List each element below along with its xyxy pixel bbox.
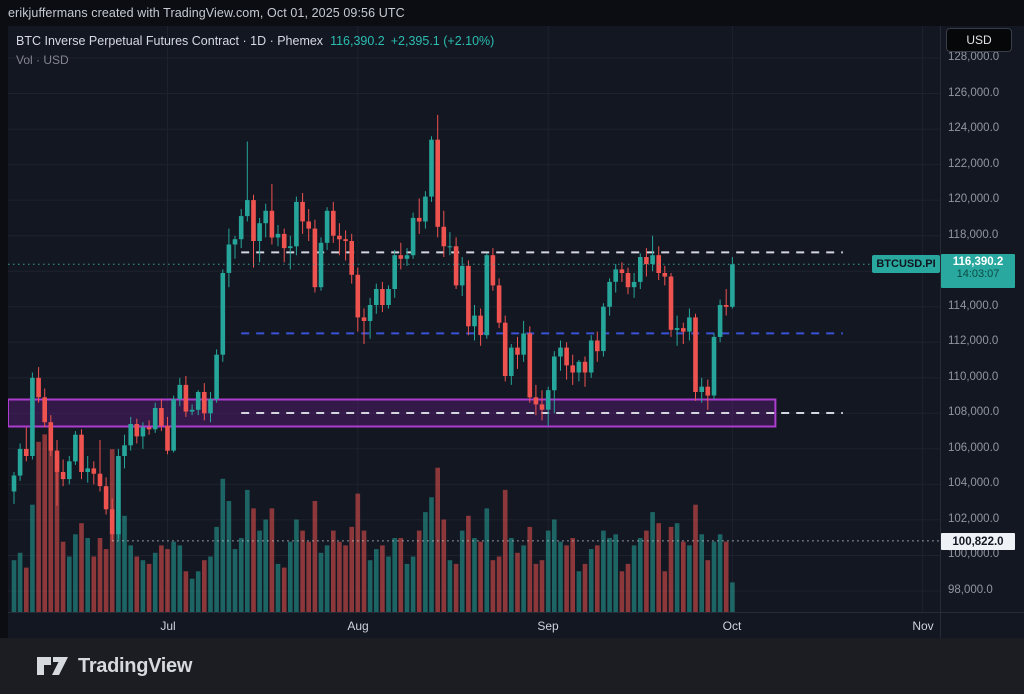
bar-countdown-timer: 14:03:07 [956, 268, 1000, 280]
tradingview-logo[interactable]: TradingView [36, 654, 192, 678]
price-axis-label: 102,000.0 [948, 513, 1000, 525]
chart-legend: BTC Inverse Perpetual Futures Contract ·… [16, 33, 494, 69]
time-axis-label-nov: Nov [912, 619, 934, 633]
price-axis-label: 118,000.0 [948, 229, 999, 241]
price-axis-label: 114,000.0 [948, 300, 999, 312]
time-axis-label-oct: Oct [722, 619, 742, 633]
candlestick-chart-canvas[interactable] [8, 26, 940, 612]
volume-indicator-label[interactable]: Vol · USD [16, 53, 69, 67]
price-axis-label: 126,000.0 [948, 87, 1000, 99]
chart-plot-area[interactable] [8, 26, 940, 612]
price-change-value: +2,395.1 (+2.10%) [390, 34, 495, 48]
session-low-axis-badge: 100,822.0 [941, 533, 1015, 550]
bottom-logo-strip: TradingView [0, 638, 1024, 694]
price-axis-label: 122,000.0 [948, 158, 1000, 170]
volume-layer [11, 434, 735, 612]
time-axis-label-sep: Sep [537, 619, 559, 633]
price-axis-label: 112,000.0 [948, 335, 999, 347]
levels-layer [241, 251, 843, 414]
currency-unit-button[interactable]: USD [946, 28, 1012, 52]
tradingview-logo-text: TradingView [78, 654, 193, 677]
last-price-value: 116,390.2 [330, 34, 385, 48]
price-axis-label: 98,000.0 [948, 584, 993, 596]
price-axis-label: 100,000.0 [948, 548, 1000, 560]
time-axis-label-jul: Jul [160, 619, 176, 633]
price-axis-label: 120,000.0 [948, 193, 1000, 205]
attribution-bar: erikjuffermans created with TradingView.… [0, 0, 1024, 26]
price-axis-label: 110,000.0 [948, 371, 999, 383]
current-price-axis-badge: 116,390.2 14:03:07 [941, 254, 1015, 288]
current-price-text: 116,390.2 [952, 256, 1004, 268]
symbol-title: BTC Inverse Perpetual Futures Contract ·… [16, 34, 324, 48]
symbol-price-label-badge: BTCUSD.PI [872, 255, 940, 273]
tradingview-logo-icon [37, 657, 68, 675]
price-axis-label: 104,000.0 [948, 477, 1000, 489]
time-axis-label-aug: Aug [347, 619, 369, 633]
price-axis-border [940, 26, 941, 638]
attribution-text: erikjuffermans created with TradingView.… [8, 6, 405, 20]
price-axis-label: 124,000.0 [948, 122, 1000, 134]
legend-row-symbol[interactable]: BTC Inverse Perpetual Futures Contract ·… [16, 33, 494, 50]
candlestick-layer [11, 114, 735, 541]
price-axis-label: 128,000.0 [948, 51, 1000, 63]
price-axis-label: 108,000.0 [948, 406, 1000, 418]
price-axis-label: 106,000.0 [948, 442, 1000, 454]
time-axis[interactable]: Jul Aug Sep Oct Nov [8, 612, 1024, 638]
